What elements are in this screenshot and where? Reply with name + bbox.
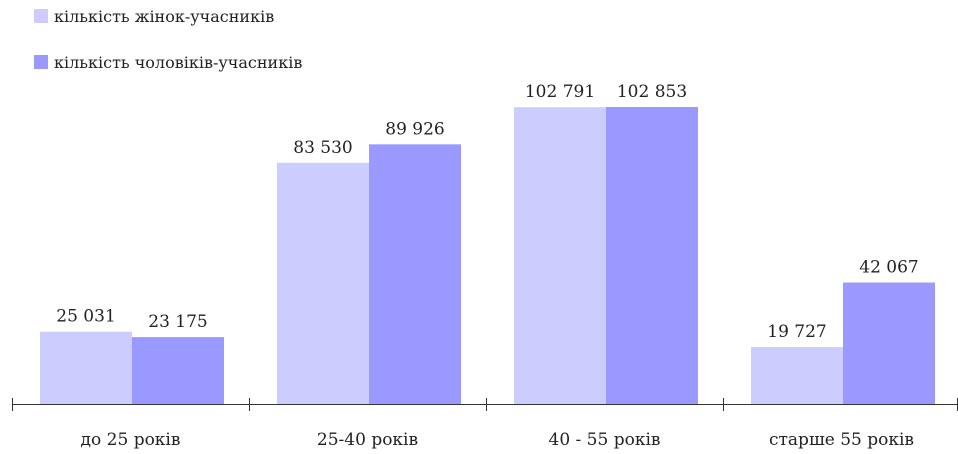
x-tick-label-0: до 25 років — [81, 430, 181, 450]
x-tick-labels: до 25 років 25-40 років 40 - 55 років старш… — [81, 430, 914, 450]
legend: кількість жінок-учасників кількість чоло… — [34, 7, 302, 72]
legend-swatch-women — [34, 9, 48, 23]
data-label-men-0: 23 175 — [148, 312, 207, 332]
legend-label-women: кількість жінок-учасників — [54, 7, 274, 26]
bar-women-1 — [277, 162, 369, 404]
legend-entry-women: кількість жінок-учасників — [34, 7, 274, 26]
bar-men-2 — [606, 107, 698, 404]
bar-men-0 — [132, 337, 224, 404]
x-tick-label-2: 40 - 55 років — [549, 430, 661, 450]
data-label-women-1: 83 530 — [293, 138, 352, 158]
data-label-women-2: 102 791 — [525, 82, 595, 102]
data-label-men-1: 89 926 — [385, 119, 444, 139]
data-label-women-3: 19 727 — [767, 322, 826, 342]
x-tick-label-3: старше 55 років — [769, 430, 914, 450]
bar-women-3 — [751, 347, 843, 404]
x-tick-label-1: 25-40 років — [317, 430, 418, 450]
bar-women-2 — [514, 107, 606, 405]
bar-women-0 — [40, 331, 132, 404]
data-label-men-3: 42 067 — [859, 258, 918, 278]
data-label-women-0: 25 031 — [56, 307, 115, 327]
data-label-men-2: 102 853 — [617, 82, 687, 102]
legend-swatch-men — [34, 55, 48, 69]
legend-label-men: кількість чоловіків-учасників — [54, 53, 302, 72]
bars — [40, 107, 935, 405]
bar-men-3 — [843, 282, 935, 404]
legend-entry-men: кількість чоловіків-учасників — [34, 53, 302, 72]
data-labels: 25 031 23 175 83 530 89 926 102 791 102 853 19… — [56, 82, 918, 342]
bar-men-1 — [369, 144, 461, 404]
